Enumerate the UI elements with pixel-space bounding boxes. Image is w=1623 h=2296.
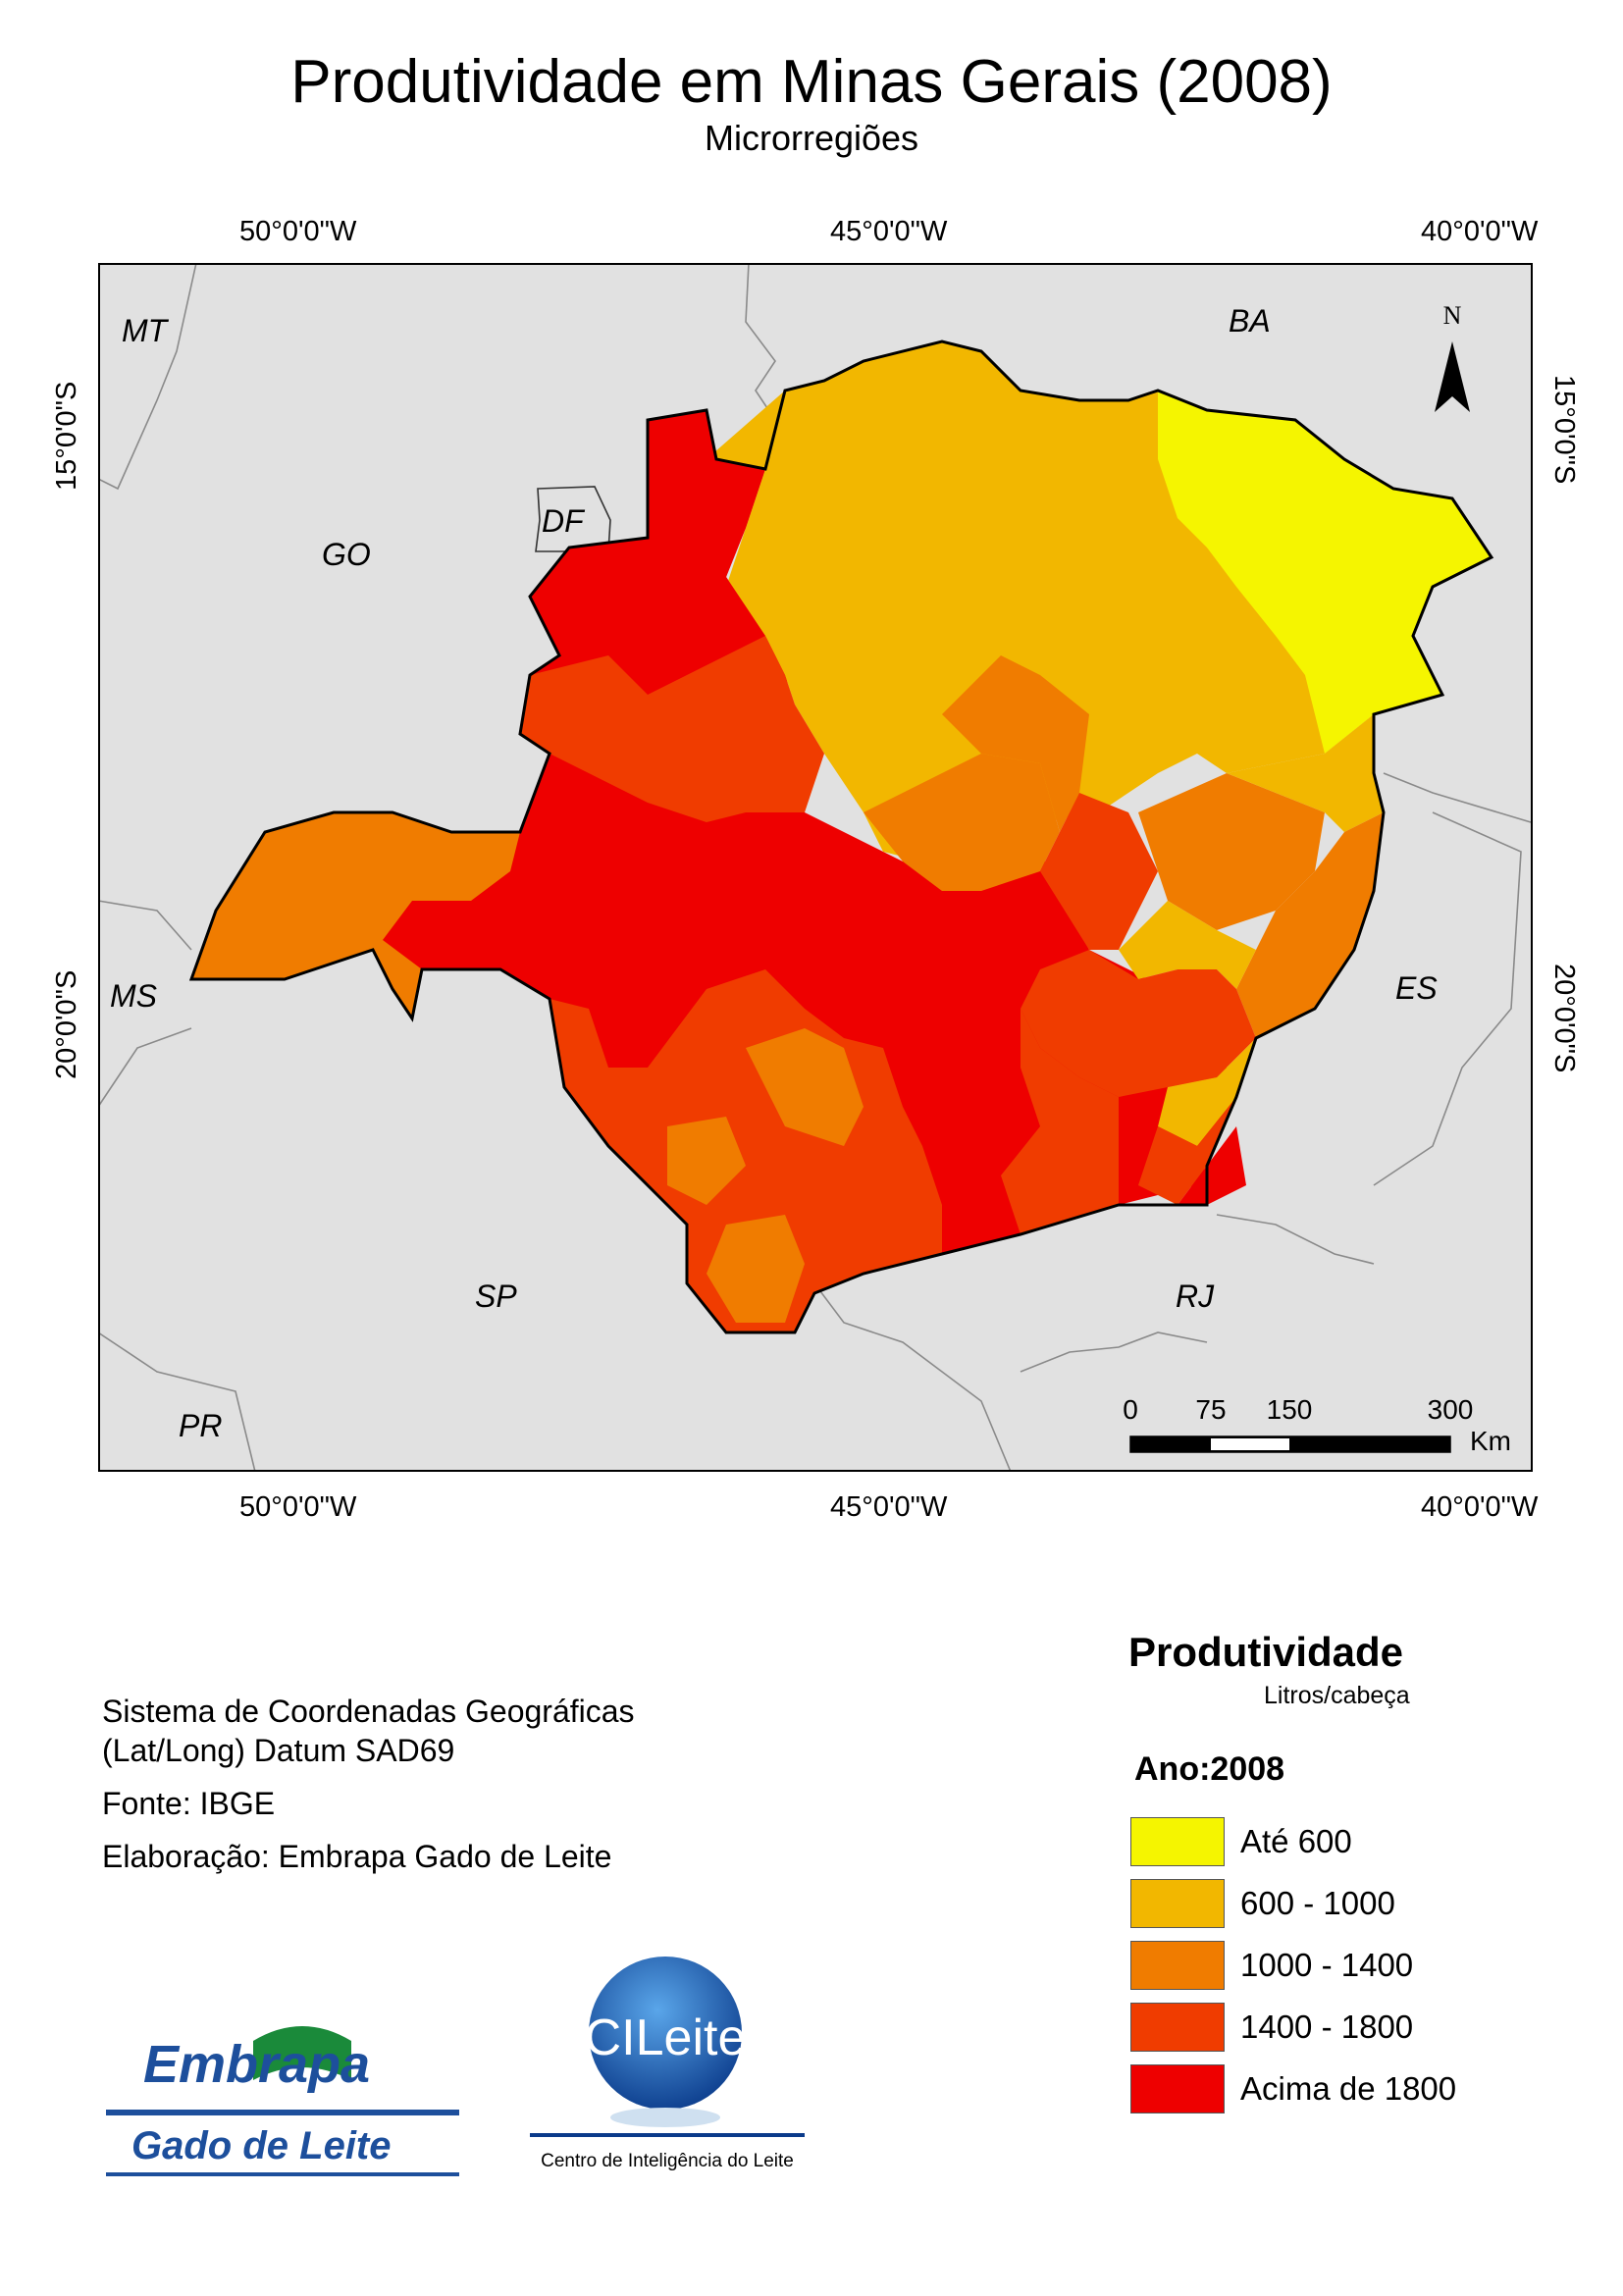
credits: Sistema de Coordenadas Geográficas (Lat/…	[102, 1692, 635, 1876]
border-sp-coast	[813, 1282, 1012, 1472]
embrapa-logo-text: Embrapa	[143, 2035, 370, 2094]
region-red-orange-sc	[1001, 1009, 1119, 1234]
region-orange-se2	[1158, 1038, 1256, 1146]
legend-label: Acima de 1800	[1240, 2070, 1457, 2107]
embrapa-leaf-icon	[253, 2026, 351, 2080]
credits-crs-line1: Sistema de Coordenadas Geográficas	[102, 1694, 635, 1729]
scale-tick-75: 75	[1195, 1394, 1226, 1425]
region-red-orange-se	[1021, 950, 1256, 1097]
mg-outline	[188, 339, 1494, 1334]
region-orange-south1	[746, 1028, 864, 1146]
legend-title: Produtividade	[1128, 1629, 1404, 1675]
state-borders	[98, 263, 1532, 1472]
legend-swatch	[1130, 1817, 1225, 1866]
region-orange-central	[864, 754, 1060, 891]
state-label-ba: BA	[1229, 303, 1271, 339]
scale-bar	[1129, 1435, 1451, 1453]
border-ms-go	[98, 900, 192, 951]
state-label-pr: PR	[179, 1408, 222, 1443]
region-orange-central-n	[942, 655, 1089, 832]
region-red-south-center	[942, 1068, 1040, 1175]
border-ms-sp	[98, 1027, 192, 1108]
legend-swatch	[1130, 2064, 1225, 2113]
lat-label-right-20: 20°0'0"S	[1548, 964, 1580, 1073]
border-es-coast	[1373, 811, 1522, 1186]
state-label-rj: RJ	[1176, 1278, 1215, 1314]
scale-unit: Km	[1470, 1426, 1511, 1456]
legend-swatch	[1130, 1941, 1225, 1990]
lat-label-left-20: 20°0'0"S	[51, 969, 82, 1079]
region-red-orange-east1	[1040, 793, 1158, 950]
border-mt-go	[98, 263, 197, 491]
scale-tick-300: 300	[1428, 1394, 1474, 1425]
minas-gerais-regions	[191, 341, 1492, 1332]
lon-label-bottom-40: 40°0'0"W	[1421, 1491, 1539, 1523]
border-sp-pr	[98, 1331, 256, 1472]
legend-label: 1000 - 1400	[1240, 1947, 1414, 1983]
cileite-globe-icon	[589, 1957, 742, 2110]
state-label-es: ES	[1395, 970, 1438, 1006]
border-ba-es	[1383, 772, 1532, 823]
credits-crs-line2: (Lat/Long) Datum SAD69	[102, 1733, 455, 1768]
region-red-nw	[530, 410, 765, 695]
lon-label-bottom-45: 45°0'0"W	[830, 1491, 948, 1523]
legend-swatch	[1130, 1879, 1225, 1928]
legend-unit: Litros/cabeça	[1264, 1682, 1410, 1709]
embrapa-logo: Embrapa Gado de Leite	[106, 2026, 459, 2176]
region-yellow-ne	[1158, 391, 1492, 754]
map-subtitle: Microrregiões	[704, 118, 919, 158]
map-frame: N 0 75 150 300 Km MT BA DF GO MS ES SP R…	[98, 263, 1533, 1472]
lon-label-bottom-50: 50°0'0"W	[239, 1491, 357, 1523]
legend-year: Ano:2008	[1134, 1750, 1285, 1788]
legend-label: 600 - 1000	[1240, 1885, 1395, 1921]
region-red-orange-west	[520, 636, 824, 822]
region-orange-south2	[667, 1117, 746, 1205]
region-orange-south3	[707, 1215, 805, 1323]
scale-tick-0: 0	[1123, 1394, 1138, 1425]
state-label-go: GO	[322, 537, 371, 572]
region-red-orange-se3	[1138, 1097, 1236, 1205]
embrapa-logo-subtext: Gado de Leite	[131, 2124, 392, 2167]
cileite-logo-text: CILeite	[585, 2009, 747, 2066]
coastline-rj	[1020, 1331, 1208, 1373]
lat-label-left-15: 15°0'0"S	[51, 381, 82, 491]
cileite-caption: Centro de Inteligência do Leite	[541, 2151, 794, 2171]
region-red-se	[1178, 1126, 1246, 1205]
credits-source: Fonte: IBGE	[102, 1786, 276, 1821]
region-orange-west-arm	[191, 812, 520, 1018]
legend-swatch	[1130, 2003, 1225, 2052]
scale-tick-150: 150	[1267, 1394, 1313, 1425]
north-arrow-label: N	[1443, 301, 1462, 330]
region-orange-east4	[1119, 901, 1256, 989]
legend-label: 1400 - 1800	[1240, 2009, 1414, 2045]
state-label-mt: MT	[122, 313, 170, 348]
border-rj-coast	[1216, 1214, 1375, 1265]
cileite-logo: CILeite Centro de Inteligência do Leite	[530, 1957, 805, 2171]
lon-label-top-40: 40°0'0"W	[1421, 216, 1539, 247]
region-orange-east1	[1138, 773, 1325, 930]
state-label-sp: SP	[475, 1278, 517, 1314]
legend-label: Até 600	[1240, 1823, 1352, 1859]
state-label-df: DF	[542, 503, 586, 539]
lon-label-top-45: 45°0'0"W	[830, 216, 948, 247]
lat-label-right-15: 15°0'0"S	[1548, 375, 1580, 485]
credits-author: Elaboração: Embrapa Gado de Leite	[102, 1839, 612, 1874]
lon-label-top-50: 50°0'0"W	[239, 216, 357, 247]
north-arrow-icon	[1435, 341, 1470, 412]
region-orange-east2	[1227, 714, 1384, 832]
state-label-ms: MS	[110, 978, 157, 1014]
region-orange-east3	[1236, 812, 1384, 1038]
map-title: Produtividade em Minas Gerais (2008)	[290, 48, 1333, 116]
